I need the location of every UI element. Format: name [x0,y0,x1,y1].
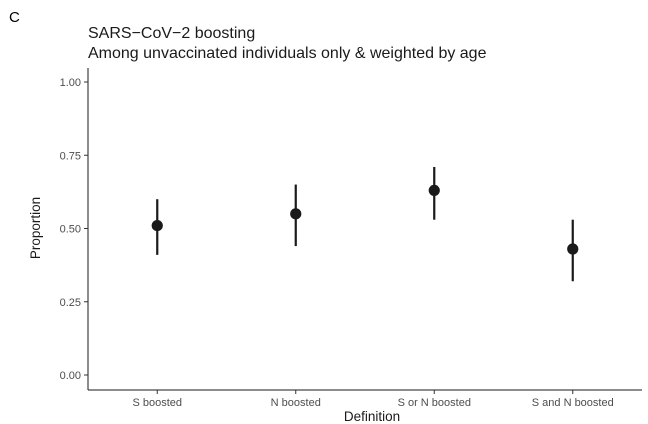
chart-subtitle: Among unvaccinated individuals only & we… [88,45,487,62]
y-tick-label: 0.75 [60,150,81,162]
x-tick-label: S boosted [132,397,182,409]
y-tick-label: 0.25 [60,297,81,309]
x-tick-label: S and N boosted [532,397,614,409]
plot-area: 0.000.250.500.751.00 S boosted N boosted S… [60,68,642,409]
y-tick-label: 0.00 [60,370,81,382]
x-tick-label: S or N boosted [398,397,471,409]
y-tick-label: 1.00 [60,77,81,89]
estimate-point [567,243,579,255]
y-axis-ticks: 0.00 0.25 0.50 0.75 1.00 [60,77,88,382]
y-tick-label: 0.50 [60,224,81,236]
y-axis-title: Proportion [28,197,43,259]
estimate-point [290,208,302,220]
x-axis-title: Definition [344,409,400,424]
x-tick-label: N boosted [271,397,321,409]
chart-title: SARS−CoV−2 boosting [88,25,255,42]
data-marks [151,166,579,282]
estimate-point [151,219,163,232]
panel-label: C [9,9,20,26]
x-axis-ticks: S boosted N boosted S or N boosted S and N … [132,390,614,409]
estimate-point [428,184,440,197]
